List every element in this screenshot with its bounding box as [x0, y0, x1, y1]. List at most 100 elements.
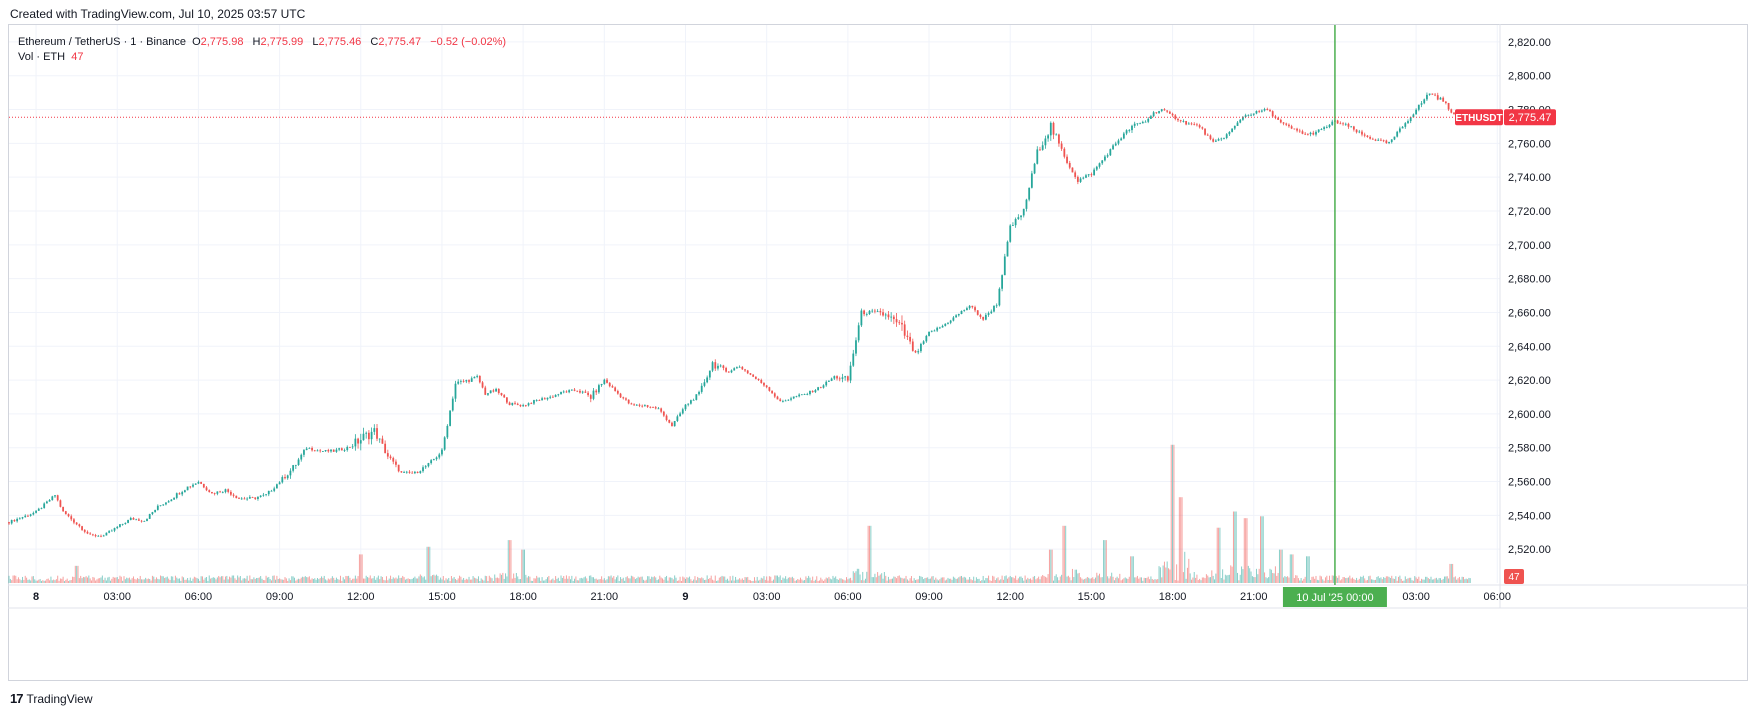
- date-highlight-box[interactable]: [1282, 587, 1387, 607]
- volume-bar: [653, 576, 655, 583]
- candle-body: [492, 390, 495, 392]
- candle-body: [1282, 122, 1285, 124]
- volume-bar: [652, 577, 654, 583]
- candle-body: [1444, 101, 1447, 104]
- volume-bar: [1142, 580, 1144, 583]
- candle-body: [45, 501, 48, 504]
- candle-body: [652, 407, 654, 408]
- volume-bar: [771, 580, 773, 583]
- volume-bar: [441, 579, 443, 583]
- candle-body: [941, 325, 944, 328]
- volume-bar: [1044, 576, 1046, 583]
- volume-bar: [486, 576, 488, 583]
- volume-bar: [1073, 577, 1075, 583]
- volume-bar: [77, 565, 79, 583]
- volume-bar: [874, 573, 876, 583]
- candle-body: [887, 314, 890, 318]
- candle-body: [473, 376, 476, 379]
- candle-body: [1279, 119, 1282, 123]
- volume-bar: [1063, 525, 1065, 583]
- volume-bar: [1262, 516, 1264, 583]
- volume-bar: [758, 580, 760, 583]
- candle-body: [294, 464, 297, 466]
- volume-title[interactable]: Vol · ETH: [18, 51, 66, 63]
- volume-bar: [1138, 578, 1140, 583]
- tradingview-logo-icon: 17: [10, 691, 24, 706]
- volume-bar: [1197, 580, 1199, 583]
- candle-body: [1136, 123, 1139, 125]
- volume-bar: [721, 575, 723, 583]
- volume-bar: [1272, 572, 1274, 583]
- volume-bar: [860, 580, 862, 583]
- volume-bar: [722, 576, 724, 583]
- candle-body: [148, 514, 151, 519]
- volume-bar: [216, 577, 218, 583]
- volume-bar: [1361, 576, 1363, 583]
- volume-bar: [912, 580, 914, 583]
- volume-bar: [810, 580, 812, 583]
- tradingview-brand[interactable]: 17 TradingView: [10, 691, 93, 706]
- volume-bar: [661, 578, 663, 583]
- volume-bar: [331, 576, 333, 583]
- candle-body: [606, 379, 608, 383]
- volume-bar: [1426, 576, 1428, 583]
- candle-body: [584, 391, 587, 393]
- volume-bar: [1345, 578, 1347, 583]
- candle-body: [554, 394, 557, 397]
- volume-bar: [1030, 578, 1032, 583]
- volume-bar: [1457, 578, 1459, 583]
- candle-body: [183, 490, 186, 493]
- candle-body: [175, 493, 178, 498]
- volume-bar: [571, 575, 573, 583]
- volume-bar: [852, 571, 854, 583]
- volume-bar: [532, 580, 534, 583]
- volume-bar: [839, 578, 841, 583]
- volume-bar: [1315, 575, 1317, 583]
- candle-body: [1412, 114, 1415, 118]
- volume-bar: [329, 579, 331, 583]
- volume-bar: [1080, 577, 1082, 583]
- volume-bar: [617, 575, 619, 583]
- volume-bar: [26, 577, 28, 583]
- volume-bar: [607, 576, 609, 583]
- candle-body: [754, 376, 757, 379]
- candle-body: [506, 397, 508, 403]
- volume-bar: [82, 576, 84, 583]
- volume-bar: [546, 577, 548, 583]
- volume-bar: [323, 575, 325, 583]
- candle-body: [105, 532, 108, 536]
- volume-bar: [867, 525, 869, 583]
- volume-bar: [463, 577, 465, 583]
- volume-bar: [886, 580, 888, 583]
- candle-body: [446, 425, 449, 438]
- candle-body: [703, 382, 706, 386]
- candle-body: [1139, 123, 1142, 125]
- volume-bar: [1330, 580, 1332, 583]
- symbol-title[interactable]: Ethereum / TetherUS · 1 · Binance: [18, 36, 186, 48]
- volume-bar: [898, 575, 900, 583]
- volume-bar: [185, 579, 187, 583]
- candle-body: [719, 365, 722, 367]
- volume-bar: [193, 576, 195, 583]
- candle-body: [143, 521, 146, 522]
- volume-bar: [47, 578, 49, 583]
- y-tick-label: 2,700.00: [1508, 240, 1551, 252]
- volume-bar: [1419, 580, 1421, 583]
- volume-bar: [820, 577, 822, 583]
- volume-bar: [49, 580, 51, 583]
- volume-bar: [518, 579, 520, 583]
- candle-body: [397, 464, 400, 472]
- y-tick-label: 2,540.00: [1508, 510, 1551, 522]
- candle-body: [692, 399, 695, 401]
- volume-bar: [1270, 569, 1272, 583]
- candle-body: [936, 327, 939, 331]
- volume-bar: [686, 577, 688, 583]
- volume-bar: [339, 575, 341, 583]
- candle-body: [998, 288, 1001, 306]
- volume-bar: [1404, 576, 1406, 583]
- volume-bar: [828, 576, 830, 583]
- candle-body: [367, 432, 370, 440]
- volume-bar: [322, 577, 324, 583]
- volume-bar: [939, 579, 941, 583]
